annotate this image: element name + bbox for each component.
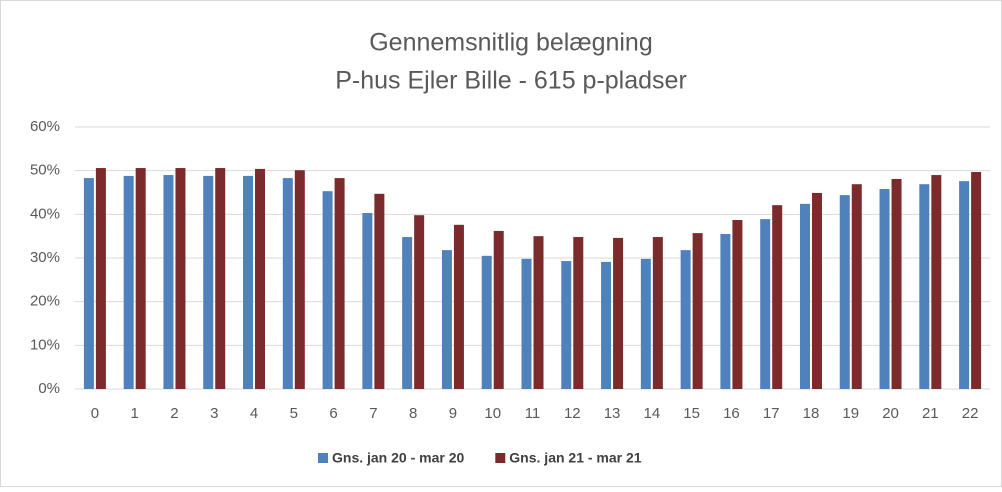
bar [919,184,930,389]
legend-label: Gns. jan 20 - mar 20 [332,450,464,466]
y-tick-label: 40% [30,205,60,222]
chart-title: Gennemsnitlig belægning [369,29,653,57]
bar [971,171,982,389]
x-tick-label: 11 [525,405,541,422]
x-tick-label: 14 [644,405,661,422]
y-tick-label: 60% [30,118,60,135]
x-tick-label: 17 [763,405,780,422]
x-tick-label: 19 [842,405,859,422]
bar [851,184,862,389]
bar [123,175,134,389]
bar [652,237,663,389]
x-tick-label: 10 [484,405,501,422]
bar [163,175,174,389]
bar [839,195,850,389]
x-tick-label: 9 [449,405,457,422]
x-tick-label: 16 [723,405,740,422]
bar [243,175,254,389]
x-tick-label: 4 [250,405,258,422]
x-tick-label: 0 [91,405,99,422]
bar [680,250,691,389]
bar [334,178,345,389]
x-tick-label: 22 [962,405,979,422]
bar [959,181,970,389]
bar [453,224,464,389]
x-tick-label: 13 [604,405,621,422]
x-tick-label: 7 [369,405,377,422]
x-tick-label: 18 [803,405,820,422]
bar [95,168,106,389]
bar [561,261,572,389]
x-tick-label: 6 [329,405,337,422]
bar [215,168,226,389]
x-tick-label: 15 [683,405,700,422]
y-tick-label: 0% [38,380,60,397]
legend-swatch [318,453,328,463]
bar [175,168,186,389]
y-tick-label: 20% [30,293,60,310]
y-tick-label: 30% [30,249,60,266]
bar [811,192,822,389]
bar [402,237,413,389]
x-tick-label: 21 [922,405,939,422]
legend-swatch [495,453,506,463]
x-tick-label: 1 [131,405,139,422]
bar [521,258,532,389]
bar [760,219,771,389]
bar [362,213,373,389]
bar [441,250,452,389]
x-tick-label: 20 [882,405,899,422]
y-tick-label: 10% [30,336,60,353]
bar [601,261,612,389]
x-tick-label: 8 [409,405,417,422]
bar [772,205,783,389]
bar [720,233,731,389]
bar [613,237,624,389]
bar [255,168,266,389]
y-tick-label: 50% [30,162,60,179]
bar [83,178,94,389]
bar [282,178,293,389]
bar [573,237,584,389]
bar [481,255,492,389]
legend-label: Gns. jan 21 - mar 21 [509,450,641,466]
x-tick-label: 5 [290,405,298,422]
bar [640,258,651,389]
bar [879,189,890,389]
bar [203,175,214,389]
bar [493,230,504,389]
bar [533,236,544,389]
x-tick-label: 2 [170,405,178,422]
bar [891,178,902,389]
bar [931,175,942,389]
bar [294,170,305,389]
x-tick-label: 3 [210,405,218,422]
bar [322,191,333,389]
bar [799,203,810,389]
chart-subtitle: P-hus Ejler Bille - 615 p-pladser [335,67,687,95]
bar [374,193,385,389]
bar [135,168,146,389]
bar [414,215,425,389]
bar [732,220,743,389]
bar [692,233,703,389]
x-tick-label: 12 [564,405,581,422]
